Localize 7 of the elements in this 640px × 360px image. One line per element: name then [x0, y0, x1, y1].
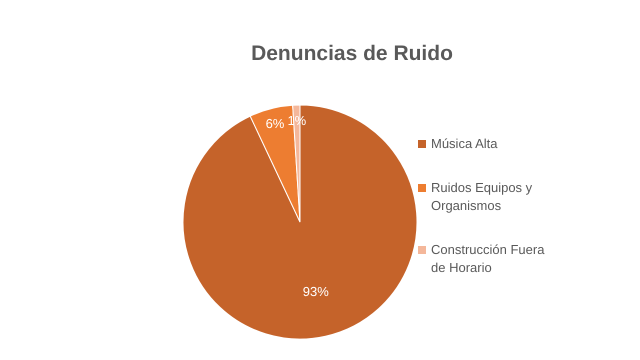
chart-title: Denuncias de Ruido	[251, 42, 453, 65]
pie-slice	[182, 104, 418, 340]
data-label: 93%	[302, 284, 330, 300]
legend-label: Ruidos Equipos y Organismos	[431, 180, 533, 213]
data-label: 6%	[266, 116, 285, 131]
legend-label: Construcción Fuera de Horario	[431, 242, 546, 275]
legend-label: Música Alta	[431, 136, 498, 151]
